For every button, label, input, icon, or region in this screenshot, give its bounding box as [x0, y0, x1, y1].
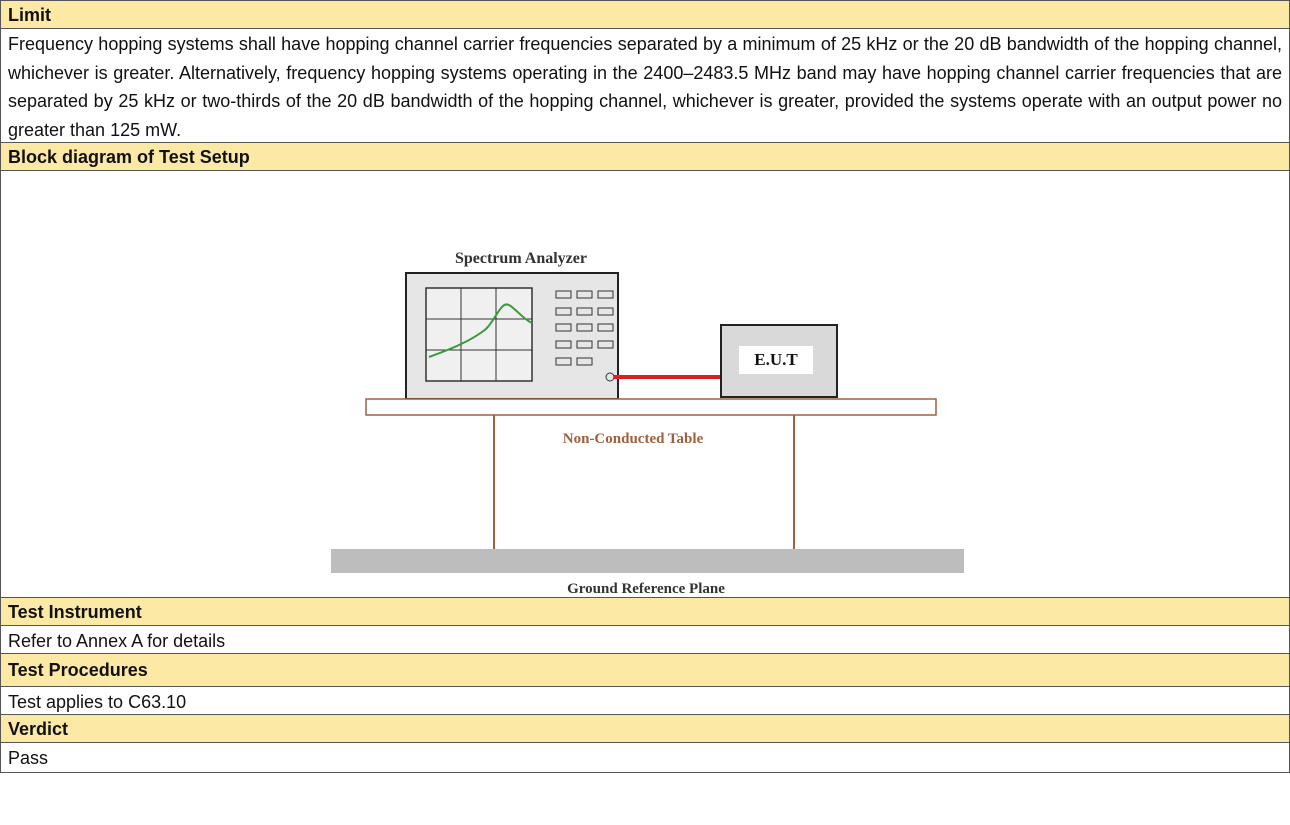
section-body: Refer to Annex A for details	[1, 626, 1289, 654]
table-label: Non-Conducted Table	[563, 431, 704, 447]
test-report-table: Limit Frequency hopping systems shall ha…	[0, 0, 1290, 773]
analyzer-buttons	[555, 290, 615, 382]
section-heading: Limit	[1, 1, 1289, 29]
section-heading: Test Instrument	[1, 598, 1289, 626]
section-heading: Test Procedures	[1, 654, 1289, 687]
eut-label: E.U.T	[754, 350, 798, 369]
section-body: Frequency hopping systems shall have hop…	[1, 29, 1289, 143]
section-body: Pass	[1, 743, 1289, 773]
eut-label-box	[739, 346, 813, 374]
test-setup-diagram: Spectrum Analyzer E.U.T Non-Conducted Ta…	[331, 250, 964, 597]
section-heading: Block diagram of Test Setup	[1, 143, 1289, 171]
section-body: Test applies to C63.10	[1, 687, 1289, 715]
ground-plane	[331, 549, 964, 573]
diagram-cell: Spectrum Analyzer E.U.T Non-Conducted Ta…	[1, 171, 1289, 598]
table-top	[365, 398, 937, 416]
ground-label: Ground Reference Plane	[567, 581, 725, 597]
analyzer-label: Spectrum Analyzer	[455, 250, 587, 267]
screen-grid	[426, 288, 532, 381]
screen-trace	[428, 303, 533, 358]
table-legs	[493, 415, 795, 549]
section-heading: Verdict	[1, 715, 1289, 743]
